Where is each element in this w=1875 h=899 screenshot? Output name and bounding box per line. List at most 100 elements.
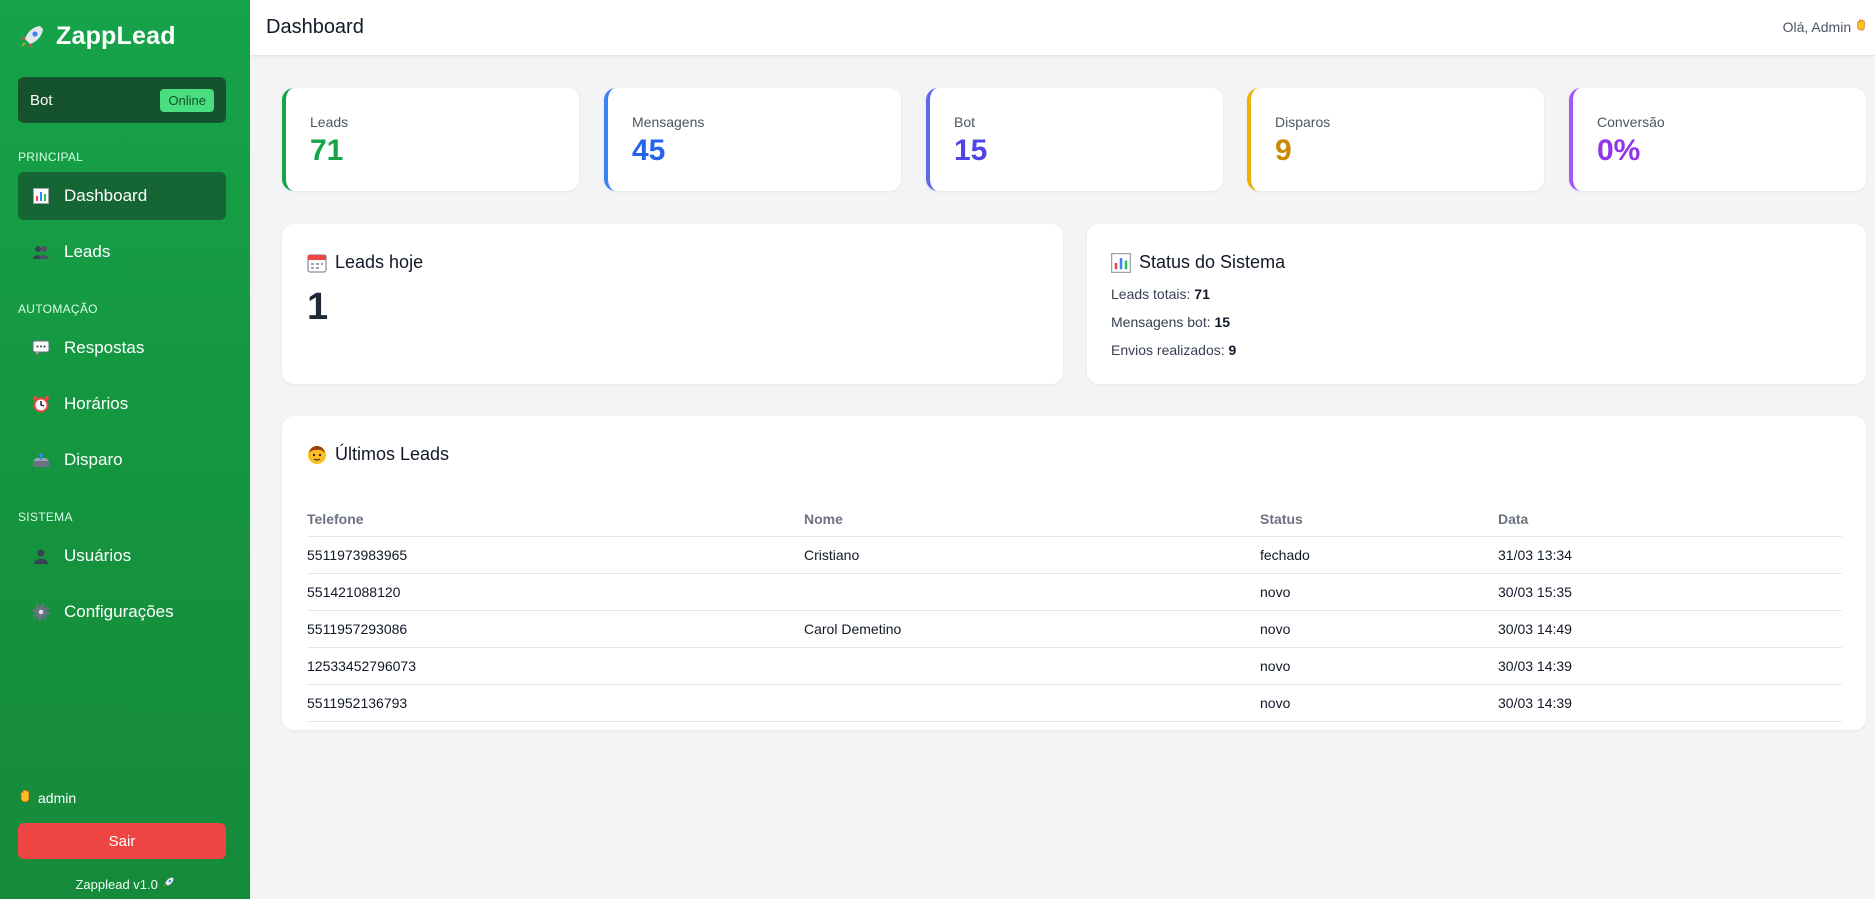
bar-chart-icon — [1111, 252, 1131, 273]
stat-label: Mensagens — [632, 114, 705, 130]
latest-leads-card: Últimos Leads Telefone Nome Status Data … — [282, 416, 1866, 730]
app-version: Zapplead v1.0 — [0, 876, 250, 892]
sidebar-item-disparo[interactable]: Disparo — [18, 436, 226, 484]
cell-status: fechado — [1260, 536, 1498, 574]
cell-status: novo — [1260, 610, 1498, 648]
section-label-principal: PRINCIPAL — [18, 150, 84, 164]
section-label-sistema: SISTEMA — [18, 510, 73, 524]
section-label-automacao: AUTOMAÇÃO — [18, 302, 98, 316]
card-title: Últimos Leads — [307, 444, 449, 465]
status-line-envios-realizados: Envios realizados: 9 — [1111, 342, 1236, 358]
cell-name: Cristiano — [804, 536, 1260, 574]
status-line-value: 71 — [1194, 286, 1210, 302]
rocket-icon — [18, 23, 46, 51]
sidebar-item-usuarios[interactable]: Usuários — [18, 532, 226, 580]
sidebar-item-configuracoes[interactable]: Configurações — [18, 588, 226, 636]
top-header: Dashboard Olá, Admin — [250, 0, 1875, 56]
rocket-small-icon — [162, 877, 175, 892]
user-greeting: Olá, Admin — [1783, 18, 1867, 35]
cell-phone: 5511957293086 — [307, 610, 804, 648]
table-row: 5511952136793 novo 30/03 14:39 — [307, 684, 1842, 722]
sidebar-item-label: Horários — [64, 394, 129, 413]
current-user-name: admin — [38, 789, 77, 806]
cell-phone: 5511952136793 — [307, 684, 804, 722]
stat-value: 9 — [1275, 134, 1292, 167]
status-line-value: 15 — [1214, 314, 1231, 330]
brand-name: ZappLead — [56, 22, 176, 50]
sidebar-item-horarios[interactable]: Horários — [18, 380, 226, 428]
cell-date: 30/03 15:35 — [1498, 573, 1842, 611]
cell-date: 30/03 14:39 — [1498, 647, 1842, 685]
status-line-leads-totais: Leads totais: 71 — [1111, 286, 1210, 302]
cell-name — [804, 647, 1260, 685]
page-title: Dashboard — [266, 16, 364, 38]
sidebar-item-label: Configurações — [64, 602, 174, 621]
person-face-icon — [307, 445, 327, 465]
sidebar-item-label: Respostas — [64, 338, 145, 357]
sidebar-item-label: Leads — [64, 242, 111, 261]
outbox-icon — [32, 451, 50, 469]
table-header-row: Telefone Nome Status Data — [307, 500, 1842, 537]
card-title: Leads hoje — [307, 252, 423, 273]
stat-card-disparos: Disparos 9 — [1247, 88, 1544, 191]
stat-card-conversao: Conversão 0% — [1569, 88, 1866, 191]
card-title: Status do Sistema — [1111, 252, 1285, 273]
stat-value: 15 — [954, 134, 988, 167]
sidebar: ZappLead Bot Online PRINCIPAL Dashboard … — [0, 0, 250, 899]
sidebar-item-label: Disparo — [64, 450, 123, 469]
cell-phone: 551421088120 — [307, 573, 804, 611]
column-header-telefone: Telefone — [307, 500, 804, 537]
gear-icon — [32, 603, 50, 621]
card-title-text: Leads hoje — [335, 252, 424, 272]
brand[interactable]: ZappLead — [18, 22, 176, 51]
leads-table: Telefone Nome Status Data 5511973983965 … — [307, 500, 1842, 722]
cell-date: 30/03 14:39 — [1498, 684, 1842, 722]
cell-date: 30/03 14:49 — [1498, 610, 1842, 648]
stat-label: Disparos — [1275, 114, 1331, 130]
cell-phone: 12533452796073 — [307, 647, 804, 685]
sidebar-item-label: Usuários — [64, 546, 132, 565]
stat-label: Bot — [954, 114, 976, 130]
stat-card-leads: Leads 71 — [282, 88, 579, 191]
stat-label: Leads — [310, 114, 349, 130]
leads-today-card: Leads hoje 1 — [282, 224, 1063, 384]
bot-label: Bot — [30, 91, 53, 109]
column-header-nome: Nome — [804, 500, 1260, 537]
cell-status: novo — [1260, 573, 1498, 611]
cell-status: novo — [1260, 647, 1498, 685]
cell-date: 31/03 13:34 — [1498, 536, 1842, 574]
sidebar-item-leads[interactable]: Leads — [18, 228, 226, 276]
table-row: 5511957293086 Carol Demetino novo 30/03 … — [307, 610, 1842, 648]
stat-card-mensagens: Mensagens 45 — [604, 88, 901, 191]
table-row: 5511973983965 Cristiano fechado 31/03 13… — [307, 536, 1842, 574]
status-line-mensagens-bot: Mensagens bot: 15 — [1111, 314, 1230, 330]
sidebar-item-dashboard[interactable]: Dashboard — [18, 172, 226, 220]
stat-value: 45 — [632, 134, 666, 167]
status-line-label: Leads totais: — [1111, 286, 1191, 302]
status-line-label: Envios realizados: — [1111, 342, 1225, 358]
cell-name — [804, 684, 1260, 722]
speech-bubble-icon — [32, 339, 50, 357]
status-line-value: 9 — [1228, 342, 1237, 358]
cell-name: Carol Demetino — [804, 610, 1260, 648]
current-user: admin — [18, 789, 76, 806]
cell-name — [804, 573, 1260, 611]
column-header-data: Data — [1498, 500, 1842, 537]
app-version-text: Zapplead v1.0 — [75, 877, 158, 892]
calendar-icon — [307, 253, 327, 273]
stat-value: 71 — [310, 134, 344, 167]
waving-hand-icon — [1855, 19, 1867, 35]
user-icon — [32, 547, 50, 565]
alarm-clock-icon — [32, 395, 50, 413]
stat-value: 0% — [1597, 134, 1641, 167]
card-title-text: Status do Sistema — [1139, 252, 1286, 272]
user-greeting-text: Olá, Admin — [1782, 19, 1852, 35]
leads-today-value: 1 — [307, 286, 329, 328]
sidebar-item-respostas[interactable]: Respostas — [18, 324, 226, 372]
sidebar-item-label: Dashboard — [64, 186, 148, 205]
logout-button[interactable]: Sair — [18, 823, 226, 859]
bot-status-badge: Online — [160, 88, 214, 112]
waving-hand-icon — [18, 789, 32, 806]
table-row: 12533452796073 novo 30/03 14:39 — [307, 647, 1842, 685]
table-row: 551421088120 novo 30/03 15:35 — [307, 573, 1842, 611]
